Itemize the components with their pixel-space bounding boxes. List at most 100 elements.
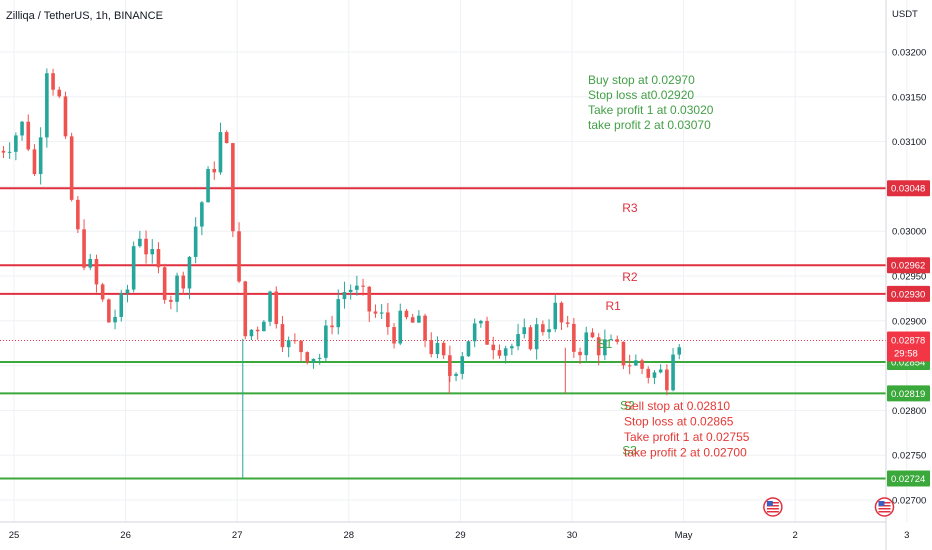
y-tick-label: 0.02950 [892, 272, 926, 283]
candle-body [51, 73, 55, 90]
candle-body [150, 249, 155, 255]
us-flag-icon[interactable] [874, 497, 895, 517]
candle-body [404, 310, 409, 318]
candle-body [274, 291, 279, 325]
candle-body [32, 149, 37, 175]
sell-plan-line: Take profit 1 at 0.02755 [624, 430, 750, 444]
candle-body [435, 342, 440, 355]
horizontal-levels [0, 187, 886, 480]
candle-body [57, 89, 62, 97]
candle-body [342, 292, 347, 300]
flag-ring [763, 497, 783, 517]
candle-body [125, 289, 130, 294]
price-tag-s2 [887, 385, 930, 402]
candle-body [596, 337, 601, 356]
flag-stripe [878, 511, 891, 513]
candle-body [299, 340, 303, 353]
level-label-r2: R2 [622, 270, 638, 284]
candle-body [193, 226, 198, 257]
level-label-r1: R1 [605, 299, 621, 313]
x-tick-label: 29 [455, 530, 466, 541]
candle-body [503, 348, 508, 356]
price-tag-text: 0.02930 [891, 289, 925, 300]
x-tick-label: 30 [567, 530, 578, 541]
candle-body [206, 168, 210, 203]
candle-body [311, 358, 316, 363]
time-axis[interactable]: 25 26 27 28 29 30 May 2 3 [9, 530, 910, 541]
candle-body [448, 355, 452, 376]
candle-body [262, 321, 266, 332]
candle-body [255, 329, 260, 332]
candle-body [572, 323, 576, 352]
y-tick-label: 0.03200 [892, 48, 926, 59]
candle-body [379, 312, 384, 314]
candle-body [355, 285, 359, 290]
candle-body [100, 284, 105, 300]
y-tick-label: 0.03100 [892, 137, 926, 148]
sell-plan-line: take profit 2 at 0.02700 [624, 446, 747, 460]
candle-body [522, 327, 527, 335]
candle-body [460, 356, 465, 374]
candle-body [187, 256, 192, 289]
candle-body [528, 327, 533, 350]
candle-body [658, 369, 663, 373]
candle-body [584, 332, 589, 356]
candle-body [131, 246, 136, 290]
flag-canton [878, 501, 885, 506]
candle-body [88, 258, 93, 268]
candle-body [63, 96, 68, 137]
candle-body [218, 132, 223, 173]
price-axis[interactable]: 0.032000.031500.031000.030500.030000.029… [892, 48, 926, 507]
candle-body [497, 350, 502, 356]
candle-body [510, 346, 514, 349]
candle-body [491, 344, 496, 351]
candle-body [646, 368, 651, 378]
economic-events[interactable] [763, 497, 895, 517]
y-tick-label: 0.03150 [892, 92, 926, 103]
candle-body [200, 202, 204, 227]
candle-body [113, 316, 117, 323]
candle-body [249, 329, 254, 337]
candle-body [82, 229, 86, 268]
flag-ring [874, 497, 895, 517]
y-tick-label: 0.02800 [892, 406, 926, 417]
candle-body [627, 365, 632, 367]
candle-body [7, 151, 12, 153]
candle-body [578, 351, 582, 356]
candle-body [516, 334, 520, 347]
candle-body [454, 373, 458, 376]
candle-body [665, 369, 669, 391]
candle-body [479, 320, 483, 324]
buy-plan-line: Take profit 1 at 0.03020 [588, 103, 714, 117]
symbol-title: Zilliqa / TetherUS, 1h, BINANCE [6, 10, 163, 22]
level-label-s3: S3 [622, 443, 637, 457]
candle-body [429, 340, 434, 355]
candle-body [237, 231, 241, 282]
level-label-s2: S2 [620, 398, 635, 412]
candle-body [559, 302, 564, 323]
countdown-timer: 29:58 [894, 349, 918, 360]
candle-body [615, 339, 620, 342]
candle-body [119, 293, 124, 317]
us-flag-icon[interactable] [763, 497, 783, 517]
candle-body [1, 150, 6, 153]
price-tag-r2 [887, 257, 930, 274]
x-tick-label: 2 [793, 530, 798, 541]
flag-stripe [766, 508, 779, 510]
candle-body [541, 324, 545, 333]
candle-body [553, 302, 558, 330]
candle-body [20, 121, 24, 136]
candle-body [317, 357, 322, 359]
last-price-value: 0.02878 [891, 336, 925, 347]
level-label-s1: S1 [598, 337, 613, 351]
candle-body [392, 327, 396, 344]
price-tag-text: 0.02819 [891, 389, 925, 400]
candle-body [324, 325, 328, 358]
y-tick-label: 0.03000 [892, 227, 926, 238]
candle-body [534, 324, 539, 350]
buy-plan-line: Stop loss at0.02920 [588, 88, 694, 102]
price-tag-text: 0.03048 [891, 184, 925, 195]
price-tag-text: 0.02724 [891, 474, 925, 485]
candle-body [144, 238, 148, 255]
